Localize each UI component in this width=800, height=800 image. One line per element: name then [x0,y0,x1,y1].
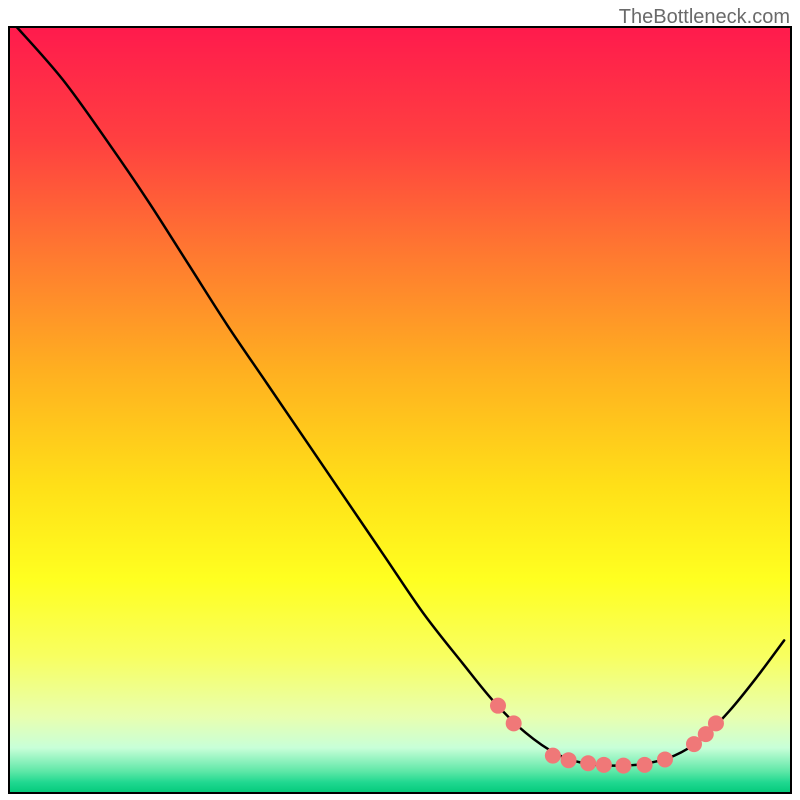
chart-border [8,26,792,794]
watermark-label: TheBottleneck.com [619,6,790,29]
chart-area [8,26,792,794]
chart-container: TheBottleneck.com [0,0,800,800]
